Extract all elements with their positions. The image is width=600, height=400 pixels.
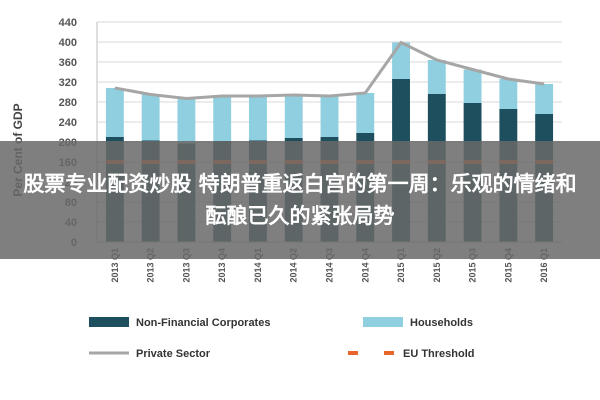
x-tick-label: 2014 Q4 xyxy=(360,248,370,283)
x-tick-label: 2015 Q2 xyxy=(432,248,442,283)
legend-label: Private Sector xyxy=(136,348,211,360)
legend-label: EU Threshold xyxy=(403,348,475,360)
legend-swatch xyxy=(89,317,129,327)
x-tick-label: 2013 Q3 xyxy=(181,248,191,283)
bar-households xyxy=(284,95,303,138)
x-tick-label: 2015 Q4 xyxy=(503,248,513,283)
y-tick-label: 360 xyxy=(59,57,77,69)
x-tick-label: 2015 Q1 xyxy=(396,248,406,283)
y-tick-label: 400 xyxy=(59,37,77,49)
line-private-sector xyxy=(114,40,545,101)
bar-households xyxy=(177,98,196,144)
headline-banner: 股票专业配资炒股 特朗普重返白宫的第一周：乐观的情绪和酝酿已久的紧张局势 xyxy=(0,141,600,259)
bar-households xyxy=(141,94,160,141)
bar-households xyxy=(356,93,375,133)
y-tick-label: 280 xyxy=(59,97,77,109)
x-tick-label: 2013 Q1 xyxy=(110,248,120,283)
y-tick-label: 440 xyxy=(59,17,77,29)
legend-label: Non-Financial Corporates xyxy=(136,317,270,329)
x-tick-label: 2013 Q4 xyxy=(217,248,227,283)
legend: Non-Financial Corporates Households Privat… xyxy=(89,317,475,360)
bar-households xyxy=(499,79,518,109)
x-tick-label: 2014 Q1 xyxy=(253,248,263,283)
y-tick-label: 240 xyxy=(59,117,77,129)
x-tick-label: 2014 Q3 xyxy=(325,248,335,283)
bar-households xyxy=(535,84,554,114)
y-tick-label: 320 xyxy=(59,77,77,89)
legend-label: Households xyxy=(410,317,473,329)
bar-households xyxy=(392,42,410,79)
x-tick-label: 2015 Q3 xyxy=(468,248,478,283)
headline-text: 股票专业配资炒股 特朗普重返白宫的第一周：乐观的情绪和酝酿已久的紧张局势 xyxy=(23,172,577,228)
bar-households xyxy=(105,88,124,137)
x-tick-label: 2014 Q2 xyxy=(289,248,299,283)
bar-households xyxy=(320,96,339,137)
legend-swatch xyxy=(363,317,403,327)
bar-households xyxy=(213,96,232,141)
bar-households xyxy=(249,96,267,141)
x-tick-label: 2016 Q1 xyxy=(539,248,549,283)
x-tick-label: 2013 Q2 xyxy=(146,248,156,283)
bar-households xyxy=(427,60,446,94)
bar-households xyxy=(463,69,482,103)
